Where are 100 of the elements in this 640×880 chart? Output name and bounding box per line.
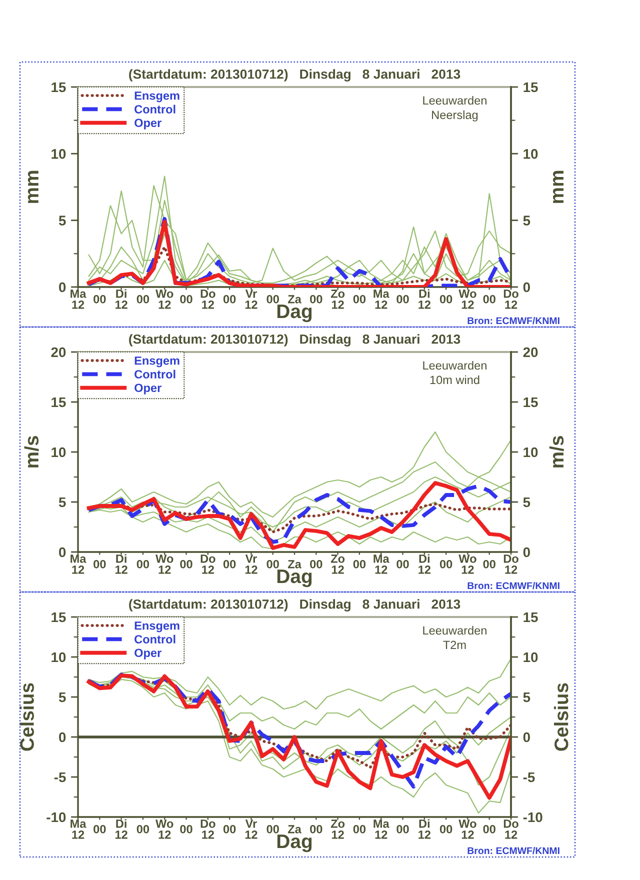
x-tick-label: Wo 12 [156, 820, 174, 839]
x-tick-label: 00 [223, 825, 236, 834]
x-tick-label: Wo 12 [156, 290, 174, 309]
x-tick-label: Wo 12 [458, 820, 476, 839]
x-tick-label: 00 [94, 825, 106, 834]
x-tick-label: 00 [136, 295, 150, 304]
y2-tick-label: 0 [523, 732, 530, 742]
x-tick-label: 00 [483, 295, 496, 304]
x-tick-label: 00 [266, 560, 279, 568]
x-tick-label: 00 [180, 560, 192, 568]
x-tick-label: Ma 12 [70, 554, 86, 574]
x-tick-label: 00 [180, 295, 192, 304]
x-tick-label: 00 [353, 825, 366, 834]
y-axis-title: m/s [24, 436, 39, 468]
x-tick-label: Zo 12 [330, 820, 345, 839]
y-tick-label: 0 [59, 547, 66, 558]
x-axis-title: Dag [277, 834, 312, 852]
legend-label: Control [134, 104, 176, 114]
chart-title: (Startdatum: 2013010712) Dinsdag 8 Januari 2013 [129, 69, 460, 82]
legend-label: Ensgem [134, 92, 180, 102]
y2-tick-label: 0 [523, 282, 530, 292]
y2-tick-label: -5 [523, 772, 535, 782]
x-tick-label: Di 12 [115, 819, 128, 839]
x-tick-label: 00 [310, 560, 322, 568]
y-tick-label: 5 [58, 692, 66, 702]
x-tick-label: Za [288, 295, 302, 304]
text: Bron: ECMWF/KNMI [468, 316, 560, 324]
y2-tick-label: 5 [523, 692, 530, 702]
x-tick-label: 00 [396, 295, 409, 304]
x-tick-label: Ma 12 [374, 554, 390, 574]
x-tick-label: 00 [440, 825, 452, 834]
legend-label: Ensgem [134, 622, 180, 632]
x-tick-label: 00 [266, 295, 279, 304]
legend-label: Ensgem [134, 356, 180, 368]
y-axis-title: mm [28, 170, 38, 204]
x-tick-label: 00 [136, 560, 150, 568]
x-tick-label: Ma 12 [374, 290, 390, 309]
x-tick-label: 00 [483, 560, 496, 568]
y-tick-label: 10 [52, 447, 66, 458]
x-tick-label: 00 [266, 825, 279, 834]
legend-label: Oper [134, 384, 162, 394]
x-tick-label: 00 [440, 560, 452, 568]
x-tick-label: Zo 12 [330, 290, 345, 309]
x-tick-label: Ma 12 [70, 820, 86, 839]
x-tick-label: Do 12 [504, 290, 518, 309]
y2-axis-title: m/s [549, 436, 564, 468]
y-tick-label: -10 [46, 812, 66, 822]
x-tick-label: 00 [353, 560, 366, 568]
x-tick-label: 00 [223, 560, 236, 568]
y2-tick-label: 15 [524, 612, 538, 622]
y2-axis-title: Celsius [554, 683, 568, 751]
y-tick-label: 5 [58, 497, 66, 508]
x-tick-label: 00 [310, 825, 322, 834]
annotation: Leeuwarden Neerslag [423, 96, 486, 122]
y-tick-label: 15 [52, 397, 66, 408]
x-tick-label: Do 12 [504, 820, 518, 839]
x-tick-label: Vr 12 [245, 290, 258, 309]
y-tick-label: 5 [58, 216, 66, 226]
legend-label: Control [134, 370, 176, 378]
x-tick-label: Vr 12 [245, 554, 258, 574]
y-tick-label: 0 [59, 732, 66, 742]
y2-tick-label: 10 [524, 149, 538, 159]
y2-tick-label: 15 [524, 397, 538, 408]
chart-title: (Startdatum: 2013010712) Dinsdag 8 Januari 2013 [129, 599, 460, 612]
y-tick-label: -5 [54, 772, 66, 782]
x-tick-label: Di 12 [115, 554, 128, 574]
y-tick-label: 20 [51, 347, 66, 358]
x-tick-label: Za [288, 560, 302, 568]
y2-tick-label: 10 [524, 447, 538, 458]
x-tick-label: Di 12 [418, 819, 430, 839]
text: Bron: ECMWF/KNMI [468, 846, 560, 854]
x-tick-label: Vr 12 [245, 820, 258, 839]
y2-tick-label: 15 [524, 82, 538, 92]
annotation: Leeuwarden 10m wind [423, 361, 486, 384]
legend-label: Control [134, 634, 176, 644]
y2-tick-label: 10 [524, 652, 538, 662]
annotation: Leeuwarden T2m [423, 626, 486, 649]
x-tick-label: Ma 12 [374, 820, 390, 839]
x-tick-label: Do 12 [200, 290, 216, 309]
x-tick-label: 00 [396, 560, 409, 568]
legend-label: Oper [134, 648, 162, 660]
x-tick-label: 00 [180, 825, 192, 834]
y-tick-label: 10 [52, 149, 66, 159]
x-tick-label: 00 [223, 295, 236, 304]
y2-tick-label: 5 [523, 497, 530, 508]
x-tick-label: Do 12 [504, 554, 518, 574]
x-tick-label: Wo 12 [458, 554, 476, 574]
chart-title: (Startdatum: 2013010712) Dinsdag 8 Januari 2013 [129, 334, 460, 346]
y2-tick-label: -10 [523, 812, 542, 822]
text: Bron: ECMWF/KNMI [468, 582, 560, 590]
y2-tick-label: 20 [523, 347, 538, 358]
y-tick-label: 15 [52, 82, 66, 92]
x-tick-label: 00 [440, 295, 452, 304]
y-tick-label: 15 [52, 612, 66, 622]
y-tick-label: 10 [52, 652, 66, 662]
x-tick-label: Do 12 [200, 820, 216, 839]
x-tick-label: Di 12 [418, 554, 430, 574]
x-tick-label: Di 12 [418, 289, 430, 309]
x-tick-label: Za [288, 825, 302, 834]
y2-axis-title: mm [552, 170, 564, 204]
